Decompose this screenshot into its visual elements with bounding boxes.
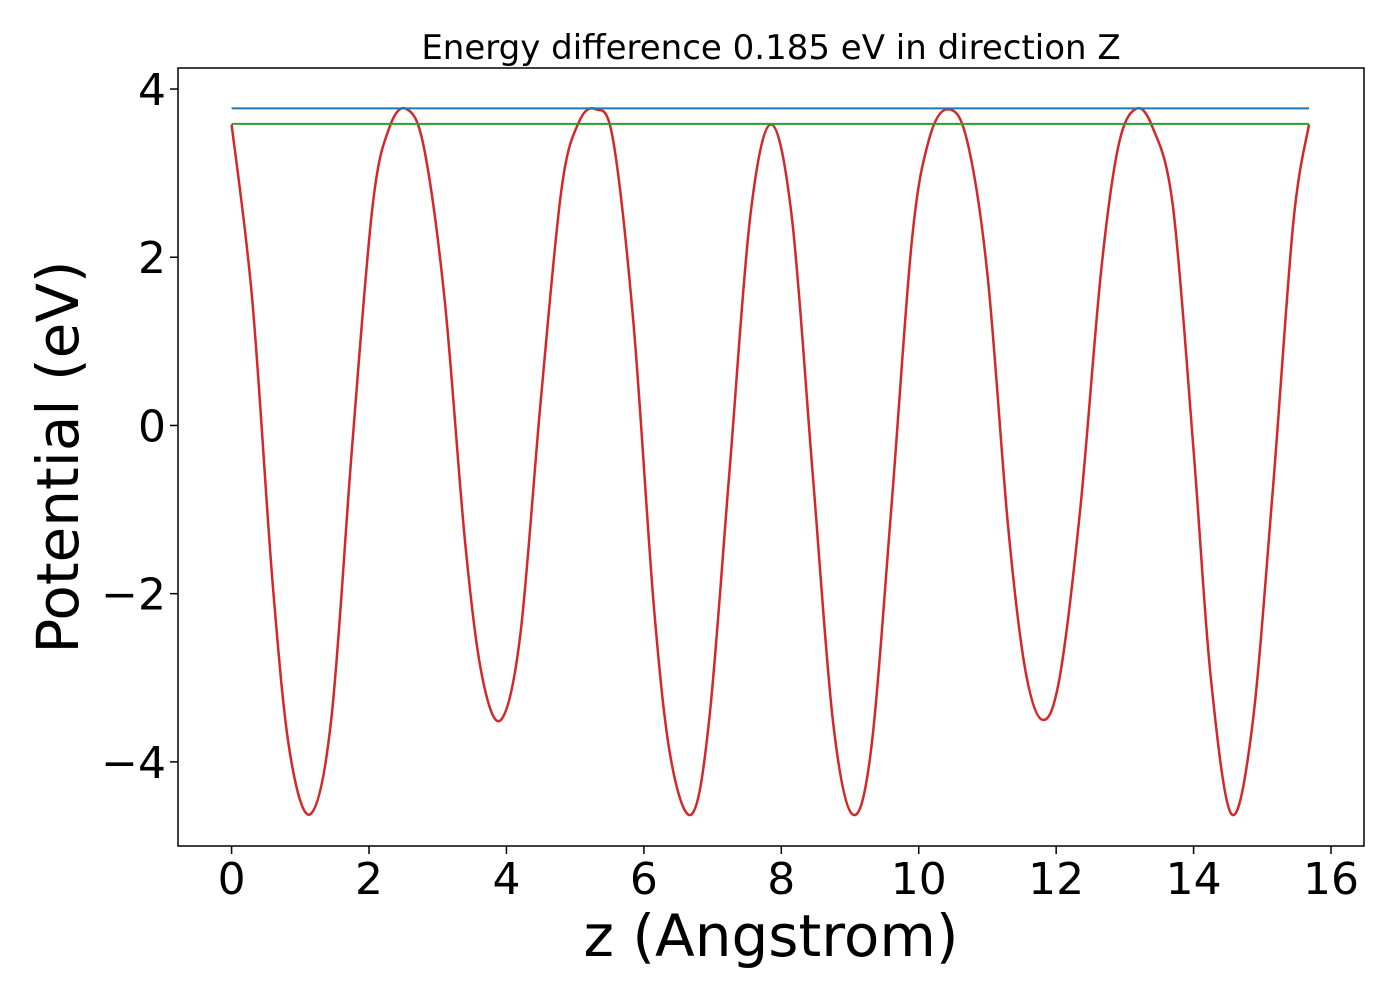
x-tick-label: 16 — [1303, 854, 1359, 905]
y-tick-label: −2 — [101, 570, 166, 621]
x-tick-label: 8 — [767, 854, 795, 905]
y-axis-label: Potential (eV) — [24, 260, 92, 653]
x-axis-label: z (Angstrom) — [584, 902, 959, 970]
x-tick-label: 0 — [218, 854, 246, 905]
chart-title: Energy difference 0.185 eV in direction … — [421, 28, 1120, 68]
x-tick-label: 10 — [891, 854, 947, 905]
y-tick-label: 4 — [138, 65, 166, 116]
y-axis-ticks: −4 −2 0 2 4 — [101, 65, 178, 789]
x-tick-label: 4 — [492, 854, 520, 905]
x-tick-label: 2 — [355, 854, 383, 905]
y-tick-label: −4 — [101, 738, 166, 789]
plot-frame — [177, 67, 1365, 847]
x-tick-label: 6 — [630, 854, 658, 905]
x-axis-ticks: 0 2 4 6 8 10 12 14 16 — [218, 846, 1359, 905]
x-tick-label: 12 — [1028, 854, 1084, 905]
potential-curve — [230, 106, 1311, 817]
plot-lines — [230, 106, 1311, 817]
y-tick-label: 0 — [138, 401, 166, 452]
y-tick-label: 2 — [138, 233, 166, 284]
x-tick-label: 14 — [1166, 854, 1222, 905]
